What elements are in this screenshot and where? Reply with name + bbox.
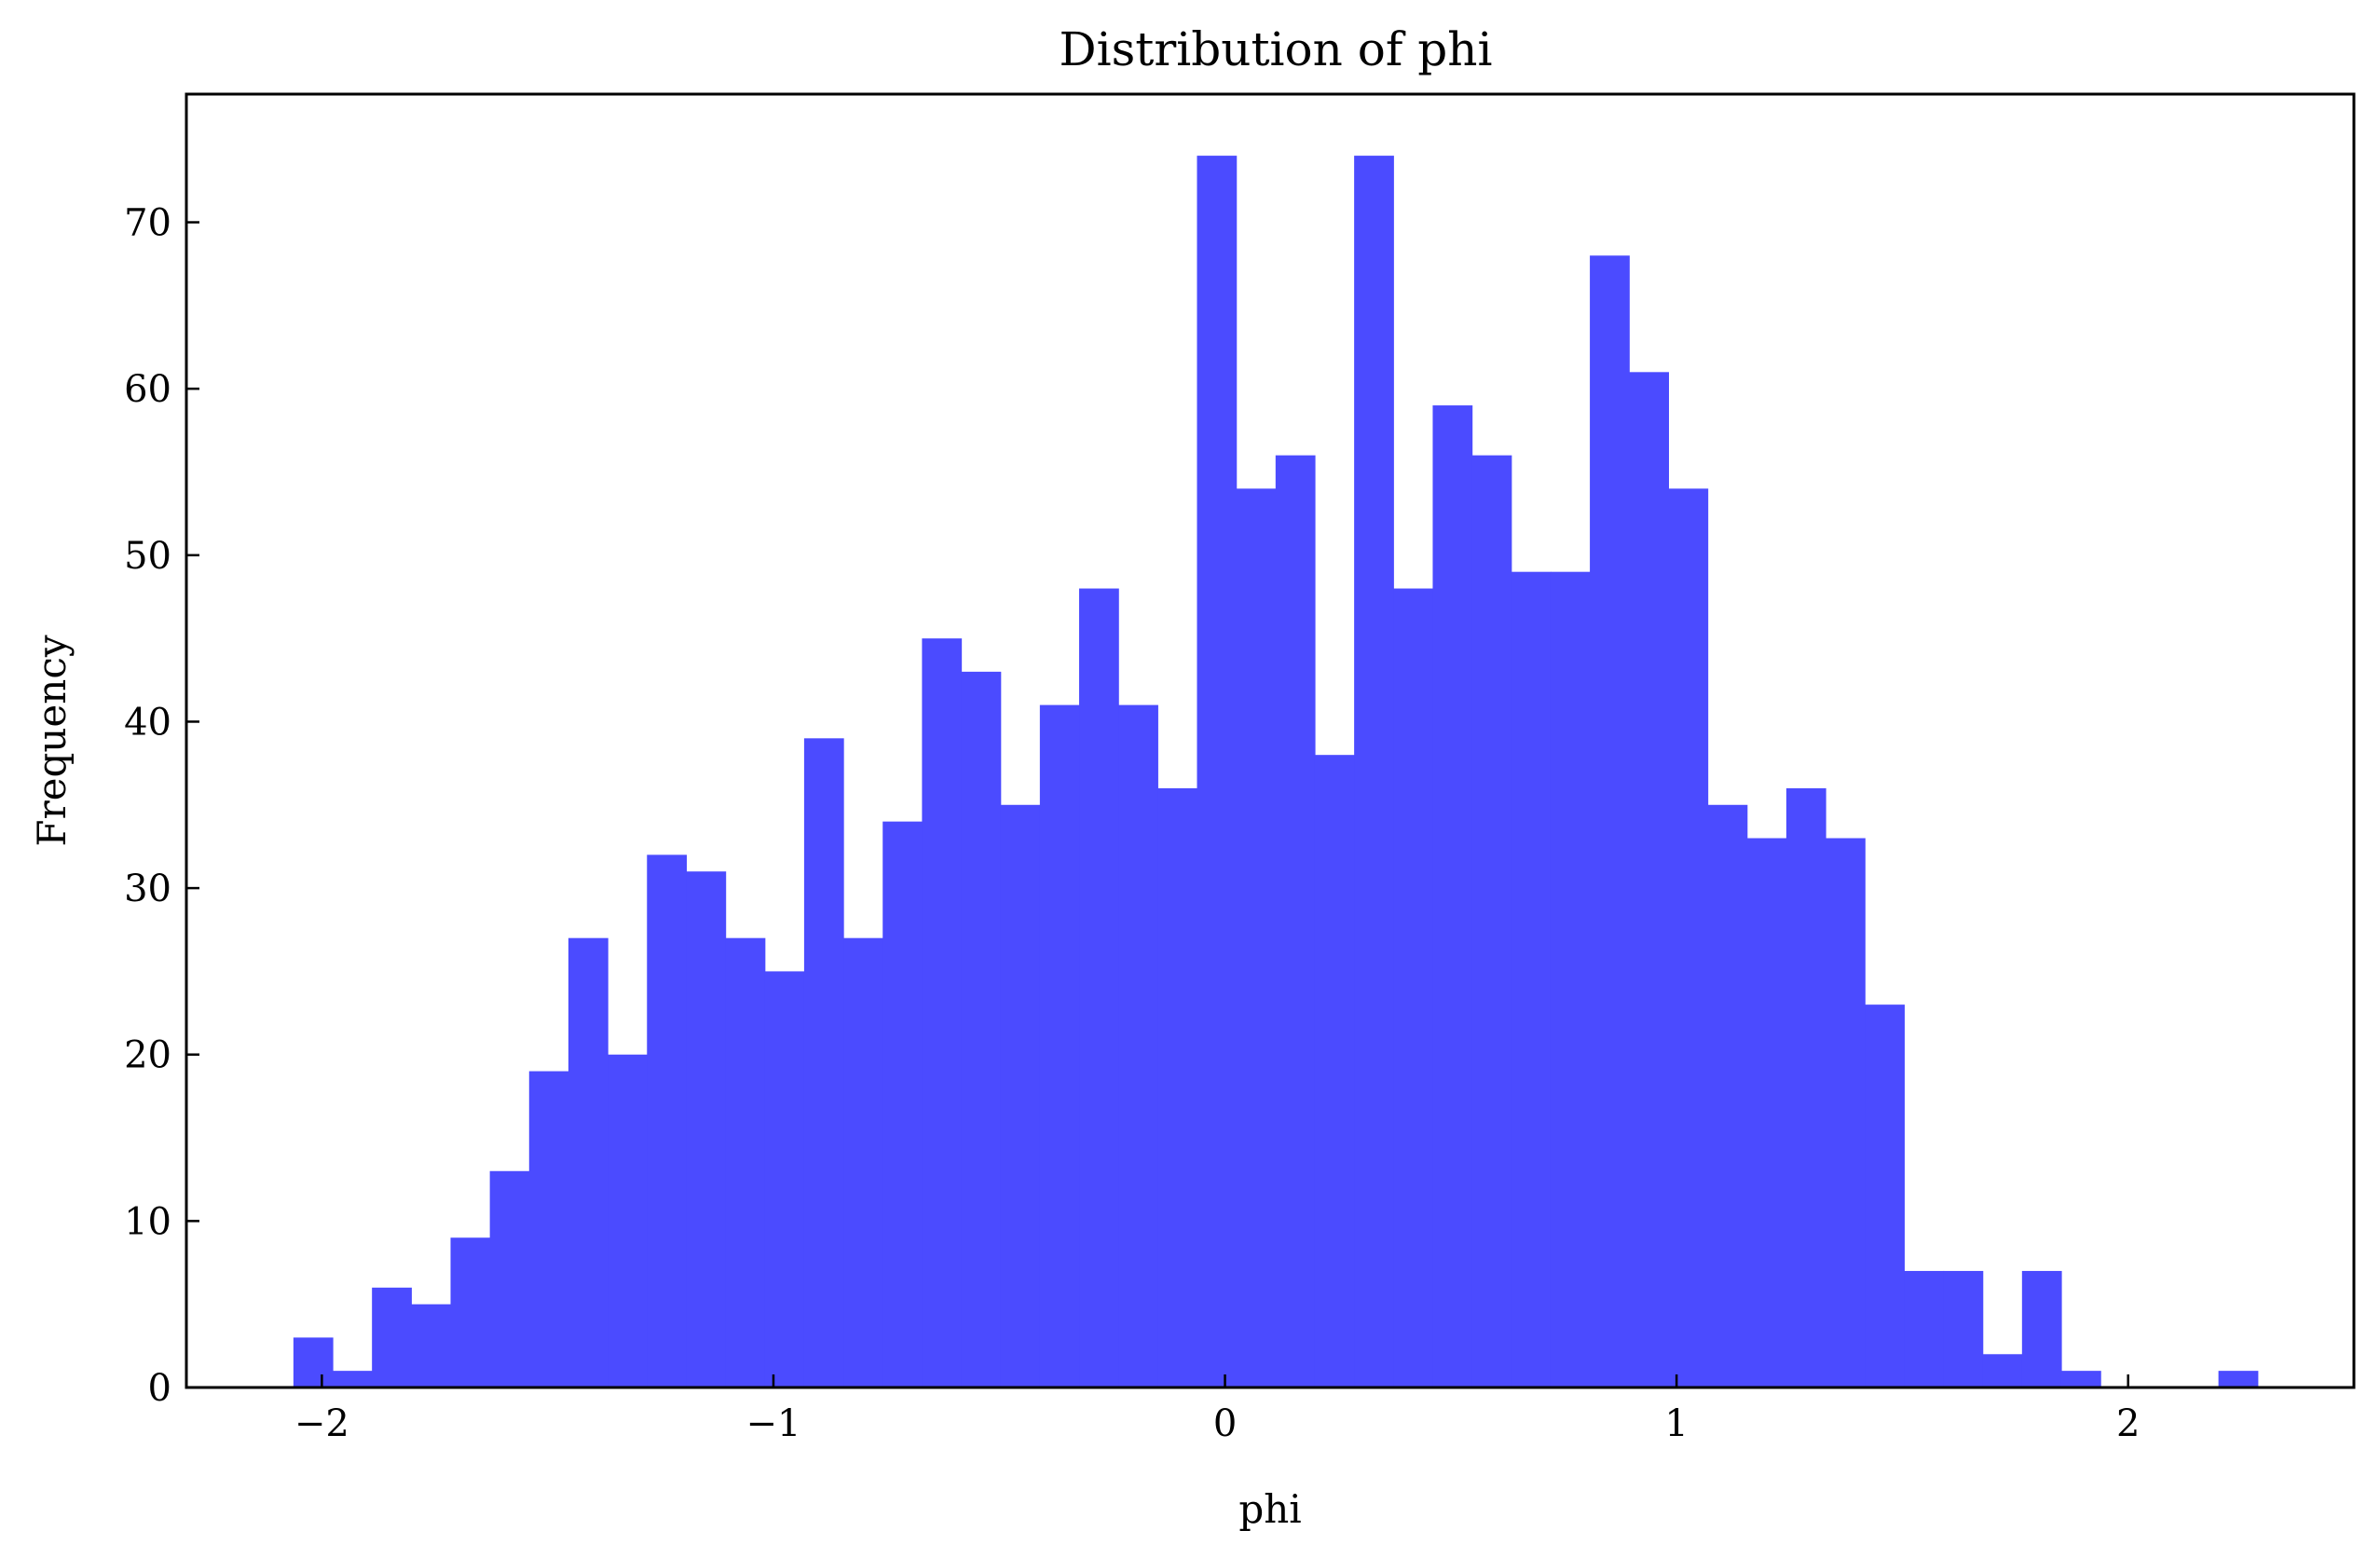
- histogram-bar-19: [1039, 704, 1080, 1387]
- histogram-bar-12: [764, 971, 805, 1387]
- histogram-bar-34: [1629, 372, 1669, 1387]
- histogram-bar-41: [1904, 1270, 1945, 1387]
- y-axis-ticks: 0 10 20 30 40 50 60 70: [124, 202, 199, 1410]
- y-tick-label: 0: [148, 1367, 171, 1410]
- x-tick-label: 0: [1213, 1402, 1237, 1445]
- histogram-bar-25: [1275, 455, 1316, 1387]
- histogram-bar-9: [647, 854, 688, 1387]
- histogram-bar-18: [1000, 804, 1041, 1387]
- histogram-bar-21: [1118, 704, 1158, 1387]
- histogram-bar-42: [1943, 1270, 1984, 1387]
- histogram-bar-35: [1668, 488, 1709, 1387]
- histogram-bar-17: [961, 671, 1002, 1387]
- plot-frame: [185, 92, 2356, 1389]
- x-tick-label: −1: [745, 1402, 800, 1445]
- histogram-bar-29: [1432, 405, 1473, 1387]
- histogram-bar-0: [293, 1337, 334, 1387]
- histogram-bar-1: [333, 1371, 373, 1387]
- y-tick-label: 50: [124, 535, 171, 578]
- x-tick-label: 2: [2116, 1402, 2140, 1445]
- y-tick-label: 60: [124, 368, 171, 411]
- y-tick-label: 10: [124, 1200, 171, 1243]
- histogram-bar-15: [882, 821, 923, 1387]
- histogram-bar-4: [450, 1237, 491, 1387]
- histogram-bar-13: [803, 738, 844, 1387]
- histogram-bar-23: [1197, 156, 1238, 1388]
- x-axis-ticks: −2 −1 0 1 2: [294, 1374, 2140, 1445]
- histogram-bar-38: [1785, 787, 1826, 1387]
- x-tick-label: −2: [294, 1402, 349, 1445]
- histogram-bar-45: [2060, 1371, 2101, 1387]
- histogram-bar-16: [922, 638, 963, 1387]
- histogram-bar-49: [2218, 1371, 2259, 1387]
- histogram-bar-40: [1865, 1004, 1905, 1387]
- histogram-bars: [293, 156, 2259, 1388]
- x-tick-label: 1: [1664, 1402, 1688, 1445]
- histogram-bar-37: [1746, 838, 1787, 1387]
- y-tick-label: 20: [124, 1034, 171, 1077]
- histogram-bar-6: [528, 1071, 569, 1387]
- histogram-bar-30: [1471, 455, 1512, 1387]
- histogram-bar-2: [372, 1287, 412, 1387]
- histogram-bar-10: [686, 871, 727, 1387]
- histogram-bar-11: [725, 937, 766, 1387]
- x-axis-label: phi: [1238, 1486, 1301, 1532]
- histogram-bar-14: [843, 937, 883, 1387]
- histogram-bar-31: [1511, 571, 1552, 1387]
- histogram-bar-22: [1157, 787, 1198, 1387]
- histogram-bar-7: [568, 937, 609, 1387]
- histogram-bar-36: [1707, 804, 1748, 1387]
- y-tick-label: 70: [124, 202, 171, 245]
- histogram-bar-26: [1314, 755, 1355, 1387]
- histogram-bar-32: [1550, 571, 1591, 1387]
- y-axis-label: Frequency: [29, 635, 75, 846]
- histogram-bar-3: [411, 1304, 452, 1387]
- histogram-bar-28: [1393, 588, 1434, 1387]
- histogram-bar-39: [1826, 838, 1866, 1387]
- histogram-bar-43: [1982, 1354, 2023, 1387]
- histogram-bar-20: [1079, 588, 1119, 1387]
- histogram-bar-5: [489, 1170, 530, 1387]
- histogram-bar-33: [1590, 255, 1630, 1387]
- y-tick-label: 30: [124, 868, 171, 910]
- histogram-bar-24: [1236, 488, 1277, 1387]
- y-tick-label: 40: [124, 701, 171, 744]
- histogram-bar-8: [608, 1054, 648, 1387]
- histogram-bar-27: [1354, 156, 1394, 1388]
- chart-title: Distribution of phi: [1060, 22, 1493, 76]
- histogram-bar-44: [2021, 1270, 2062, 1387]
